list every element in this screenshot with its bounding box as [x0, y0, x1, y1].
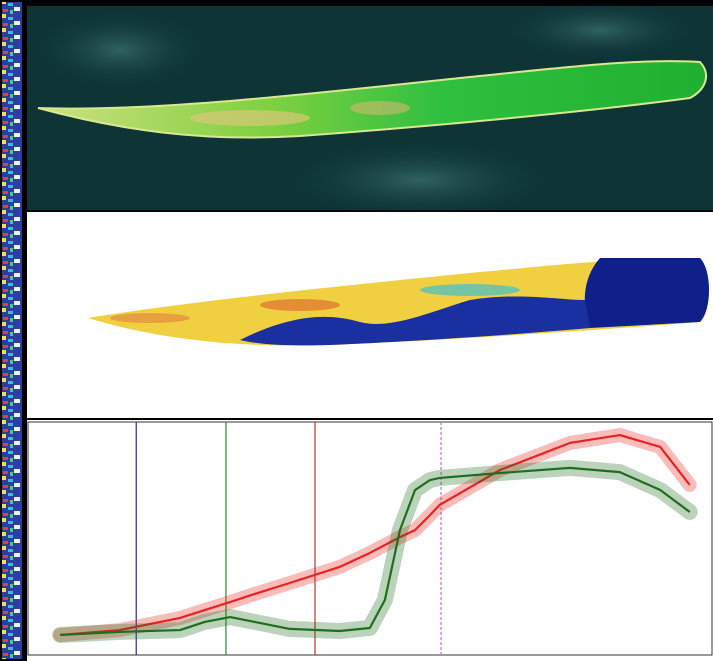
map-region [584, 258, 709, 328]
leaf-photo [27, 0, 713, 220]
texture [280, 140, 560, 220]
texture [500, 0, 700, 60]
series-line [60, 433, 691, 637]
texture [30, 10, 210, 90]
series-line [60, 466, 691, 637]
side-strip [2, 2, 22, 659]
map-region [420, 284, 520, 296]
plot-frame [27, 421, 713, 656]
heatmap-leaf [27, 212, 713, 418]
map-region [260, 299, 340, 311]
map-region [240, 296, 590, 346]
plot-background [27, 420, 713, 661]
lesion [190, 110, 310, 126]
map-region [110, 313, 190, 323]
lesion [350, 101, 410, 115]
plot [27, 420, 713, 661]
